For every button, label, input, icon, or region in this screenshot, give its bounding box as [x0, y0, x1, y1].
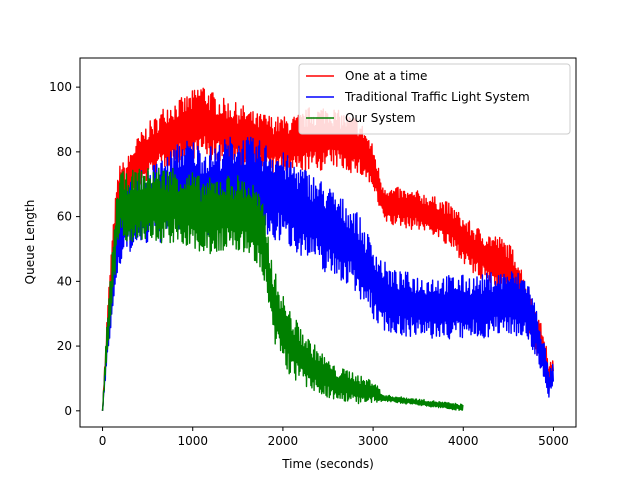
- y-tick-label: 60: [57, 210, 72, 224]
- x-tick-label: 1000: [177, 434, 208, 448]
- y-tick-label: 40: [57, 274, 72, 288]
- y-tick-label: 20: [57, 339, 72, 353]
- legend-label: Traditional Traffic Light System: [344, 90, 530, 104]
- x-tick-label: 0: [99, 434, 107, 448]
- x-tick-label: 4000: [448, 434, 479, 448]
- y-tick-label: 80: [57, 145, 72, 159]
- y-axis-label: Queue Length: [23, 200, 37, 285]
- y-axis-ticks: 0 20 40 60 80 100: [49, 80, 80, 418]
- axes-frame: [79, 57, 577, 428]
- legend-label: One at a time: [345, 69, 427, 83]
- x-axis-ticks: 0 1000 2000 3000 4000 5000: [99, 427, 569, 448]
- x-tick-label: 3000: [358, 434, 389, 448]
- legend-box: [298, 63, 571, 135]
- y-tick-label: 0: [64, 404, 72, 418]
- y-tick-label: 100: [49, 80, 72, 94]
- series-line-2: [101, 167, 464, 411]
- x-axis-label: Time (seconds): [281, 457, 374, 471]
- legend: One at a time Traditional Traffic Light S…: [298, 63, 571, 135]
- legend-label: Our System: [345, 111, 416, 125]
- plot-area: [101, 87, 554, 411]
- x-tick-label: 5000: [538, 434, 569, 448]
- x-tick-label: 2000: [268, 434, 299, 448]
